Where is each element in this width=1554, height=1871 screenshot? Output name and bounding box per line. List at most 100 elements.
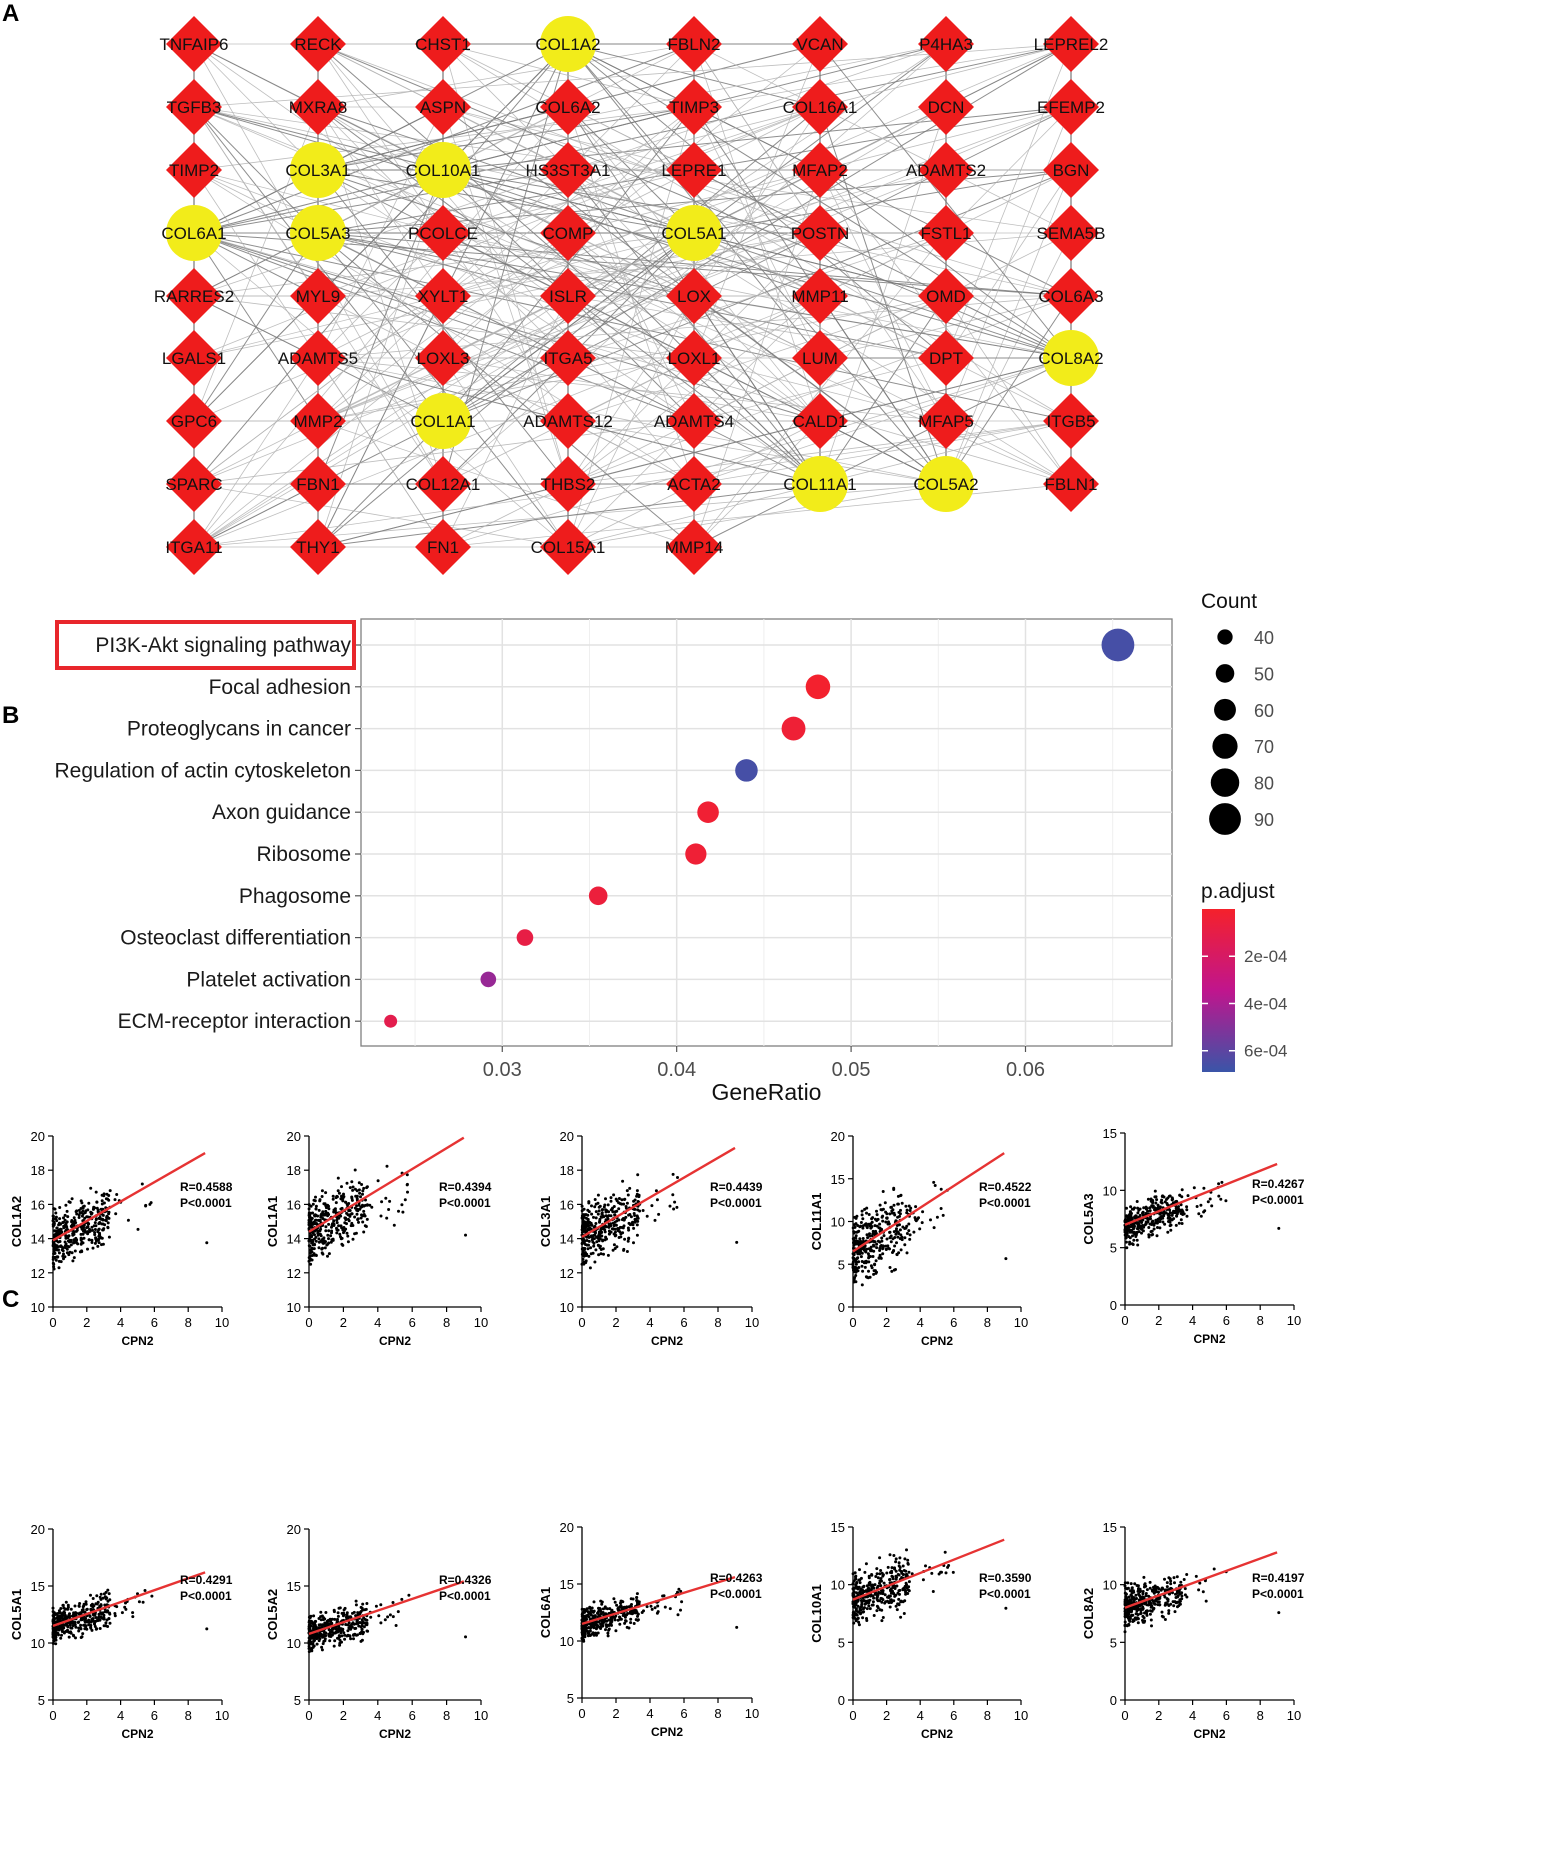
scatter-point: [105, 1610, 109, 1614]
network-edge: [193, 295, 695, 359]
regression-line: [581, 1576, 736, 1626]
scatter-point: [1182, 1578, 1186, 1581]
network-edge: [317, 43, 821, 485]
scatter-point: [622, 1613, 626, 1617]
scatter-point: [878, 1556, 882, 1560]
scatter-point: [904, 1581, 908, 1585]
node-timp2-label: TIMP2: [169, 161, 219, 180]
scatter-point: [1150, 1229, 1154, 1233]
scatter-point: [650, 1607, 654, 1611]
scatter-point: [1149, 1609, 1152, 1613]
scatter-point: [629, 1621, 633, 1625]
scatter-point: [353, 1232, 357, 1236]
scatter-point: [1154, 1588, 1158, 1592]
scatter-point: [1185, 1573, 1189, 1576]
scatter-point: [872, 1243, 875, 1247]
scatter-point: [585, 1614, 589, 1618]
node-loxl1-label: LOXL1: [668, 349, 721, 368]
y-axis-label: COL5A1: [9, 1589, 24, 1640]
x-tick-label: 10: [215, 1315, 229, 1330]
scatter-point: [362, 1209, 366, 1213]
scatter-point: [391, 1615, 395, 1619]
scatter-point: [353, 1215, 357, 1219]
scatter-point: [75, 1212, 79, 1216]
scatter-point: [313, 1243, 317, 1247]
scatter-point: [51, 1240, 55, 1244]
node-col5a3-circle: [290, 205, 346, 261]
y-tick-label: 0: [838, 1693, 845, 1708]
scatter-point: [55, 1244, 59, 1248]
y-tick-label: 16: [560, 1197, 574, 1212]
scatter-point: [851, 1582, 855, 1586]
scatter-point: [657, 1212, 661, 1216]
scatter-point: [120, 1611, 124, 1615]
scatter-point: [57, 1251, 61, 1255]
scatter-point: [1124, 1240, 1128, 1244]
scatter-point: [932, 1180, 936, 1184]
scatter-point: [595, 1240, 599, 1244]
x-tick-label: 0: [305, 1315, 312, 1330]
scatter-point: [1219, 1197, 1223, 1201]
node-fstl1: FSTL1: [918, 205, 974, 261]
scatter-point: [69, 1626, 73, 1630]
r-value-annotation: R=0.4267: [1252, 1177, 1305, 1191]
scatter-point: [307, 1636, 311, 1640]
scatter-point: [365, 1621, 369, 1625]
scatter-point: [1128, 1242, 1132, 1246]
node-pcolce-label: PCOLCE: [408, 224, 478, 243]
scatter-point: [51, 1261, 55, 1265]
scatter-point: [908, 1233, 912, 1237]
node-postn: POSTN: [791, 205, 849, 261]
scatter-point: [855, 1617, 859, 1621]
x-tick-label: 8: [185, 1315, 192, 1330]
node-mfap5-diamond: [918, 393, 974, 449]
network-edge: [693, 420, 1072, 485]
node-col6a2-label: COL6A2: [535, 98, 600, 117]
scatter-point: [363, 1618, 367, 1621]
node-col11a1-label: COL11A1: [783, 475, 856, 494]
scatter-point: [873, 1217, 877, 1221]
scatter-point: [1136, 1584, 1140, 1588]
scatter-point: [329, 1240, 333, 1244]
network-edge: [193, 43, 1072, 108]
scatter-point: [604, 1208, 608, 1212]
scatter-point: [1139, 1589, 1142, 1593]
scatter-point: [900, 1238, 904, 1242]
scatter-point: [881, 1598, 885, 1602]
scatter-point: [339, 1224, 343, 1228]
network-edge: [193, 483, 569, 548]
network-edge: [193, 43, 1072, 234]
scatter-point: [1131, 1243, 1135, 1246]
scatter-point: [385, 1164, 389, 1168]
scatter-point: [878, 1608, 882, 1612]
scatter-point: [875, 1609, 879, 1613]
scatter-point: [365, 1602, 369, 1605]
x-tick-label: 6: [151, 1708, 158, 1723]
y-tick-label: 18: [560, 1163, 574, 1178]
node-lepre1-diamond: [666, 142, 722, 198]
scatter-point: [62, 1226, 66, 1230]
scatter-point: [307, 1203, 311, 1207]
scatter-point: [1212, 1567, 1216, 1571]
node-col15a1-diamond: [540, 519, 596, 575]
scatter-point: [586, 1631, 590, 1635]
scatter-point: [881, 1591, 885, 1595]
node-adamts5-diamond: [290, 330, 346, 386]
scatter-point: [339, 1629, 343, 1633]
scatter-point: [857, 1620, 861, 1624]
y-tick-label: 20: [560, 1129, 574, 1144]
scatter-point: [680, 1600, 684, 1604]
scatter-point: [54, 1211, 58, 1215]
scatter-point: [582, 1262, 586, 1266]
scatter-point: [671, 1193, 675, 1197]
scatter-point: [612, 1597, 616, 1601]
scatter-point: [581, 1637, 585, 1641]
scatter-point: [51, 1641, 55, 1645]
network-edge: [193, 106, 1072, 359]
scatter-point: [104, 1590, 108, 1594]
scatter-point: [851, 1613, 855, 1617]
scatter-point: [336, 1176, 340, 1180]
scatter-point: [347, 1621, 351, 1625]
scatter-point: [871, 1255, 875, 1258]
scatter-point: [1148, 1209, 1152, 1213]
